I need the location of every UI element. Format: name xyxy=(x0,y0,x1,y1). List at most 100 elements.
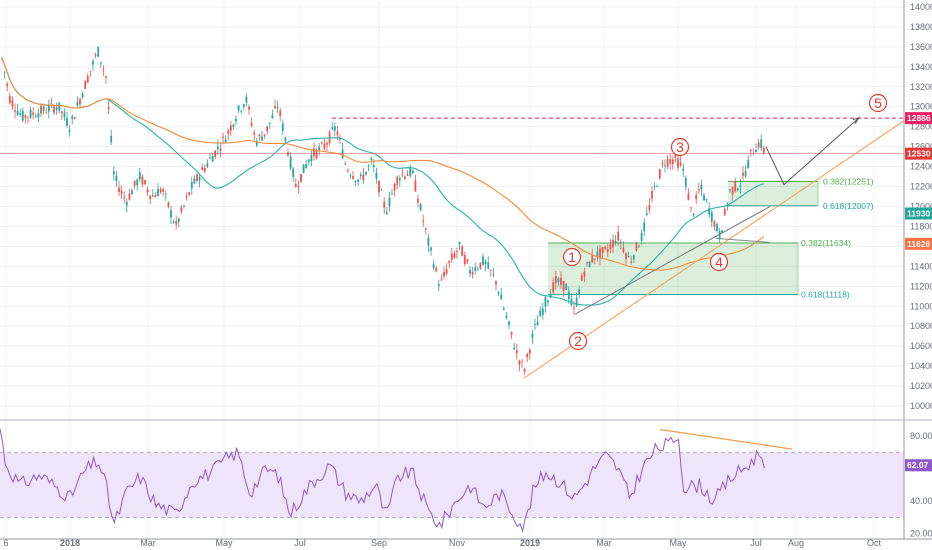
candle-body xyxy=(528,349,531,354)
candle-body xyxy=(573,307,575,309)
candle-body xyxy=(300,174,302,182)
candle-body xyxy=(705,199,708,201)
candle-body xyxy=(76,102,79,106)
candle-body xyxy=(635,242,638,251)
fib-zone-small xyxy=(728,181,818,206)
candle-body xyxy=(352,176,354,179)
candle-body xyxy=(627,255,630,258)
candle-body xyxy=(92,60,94,65)
candle-body xyxy=(476,268,479,270)
candle-body xyxy=(505,315,508,318)
candle-body xyxy=(281,123,284,131)
candle-body xyxy=(539,310,542,317)
candle-body xyxy=(456,251,458,252)
price-tick-label: 12400 xyxy=(910,162,932,172)
candle-body xyxy=(479,262,482,269)
candle-body xyxy=(37,113,40,118)
candle-body xyxy=(632,255,635,260)
candle-body xyxy=(599,248,601,259)
time-tick-label: Mar xyxy=(596,538,612,548)
candle-body xyxy=(66,117,68,126)
candle-body xyxy=(172,221,175,223)
price-badge xyxy=(905,147,932,160)
candle-body xyxy=(206,163,209,167)
candle-body xyxy=(383,201,386,208)
price-tick-label: 10000 xyxy=(910,401,932,411)
time-tick-label: Aug xyxy=(788,538,804,548)
candle-body xyxy=(679,162,682,166)
candle-body xyxy=(175,220,178,225)
candle-body xyxy=(593,258,596,260)
candle-body xyxy=(357,179,360,182)
candle-body xyxy=(372,165,375,168)
candle-body xyxy=(34,116,37,118)
candle-body xyxy=(11,100,14,107)
candle-body xyxy=(42,106,45,112)
candle-body xyxy=(432,264,435,269)
candle-body xyxy=(193,178,196,184)
candle-body xyxy=(466,259,469,262)
candle-body xyxy=(606,249,609,252)
rsi-value-badge xyxy=(905,459,932,472)
time-tick-label: Oct xyxy=(867,538,882,548)
candle-body xyxy=(307,159,310,163)
fib-label: 0.382(12251) xyxy=(823,176,874,186)
candle-body xyxy=(604,246,607,249)
candle-body xyxy=(492,274,495,276)
rsi-line xyxy=(0,428,765,533)
candle-body xyxy=(651,191,653,199)
time-tick-label: Nov xyxy=(449,538,466,548)
candle-body xyxy=(151,195,154,197)
projection-path xyxy=(765,118,859,186)
candle-body xyxy=(541,308,544,316)
candle-body xyxy=(716,223,718,232)
candle-body xyxy=(120,190,123,194)
candle-body xyxy=(458,241,461,245)
candle-body xyxy=(609,244,612,250)
price-tick-label: 10200 xyxy=(910,381,932,391)
candle-body xyxy=(310,154,313,162)
price-badge-text: 11626 xyxy=(907,239,930,249)
candle-body xyxy=(336,131,339,135)
candle-body xyxy=(744,171,747,177)
price-tick-label: 13800 xyxy=(910,22,932,32)
candle-body xyxy=(16,110,19,115)
candle-body xyxy=(749,149,752,151)
candle-body xyxy=(409,166,412,176)
candle-body xyxy=(359,174,362,177)
time-tick-label: Jul xyxy=(750,538,762,548)
candle-body xyxy=(445,269,448,274)
candle-body xyxy=(622,247,625,253)
candle-body xyxy=(170,210,172,218)
candle-body xyxy=(591,255,594,263)
wave-circle xyxy=(562,247,582,267)
candle-body xyxy=(664,165,666,166)
candle-body xyxy=(89,70,92,72)
trend-drawings xyxy=(0,116,905,379)
candle-body xyxy=(183,205,185,207)
moving-average-orange xyxy=(1,57,765,271)
price-tick-label: 13000 xyxy=(910,102,932,112)
candle-body xyxy=(510,331,513,335)
candle-body xyxy=(687,193,690,201)
candle-body xyxy=(229,125,232,131)
candle-body xyxy=(53,106,55,113)
candle-body xyxy=(391,193,393,195)
candle-body xyxy=(645,213,648,215)
candle-body xyxy=(159,189,162,193)
fib-label: 0.382(11634) xyxy=(801,238,851,248)
candle-body xyxy=(617,231,620,241)
candle-body xyxy=(625,253,627,259)
candle-body xyxy=(518,360,521,365)
candle-body xyxy=(32,112,35,115)
candle-body xyxy=(305,163,308,169)
candle-body xyxy=(224,139,227,143)
price-tick-label: 11400 xyxy=(910,261,932,271)
candle-body xyxy=(253,132,256,135)
candle-body xyxy=(729,189,731,191)
candle-body xyxy=(453,253,456,258)
candle-body xyxy=(471,272,474,275)
candle-body xyxy=(211,155,214,162)
candle-body xyxy=(489,270,492,271)
